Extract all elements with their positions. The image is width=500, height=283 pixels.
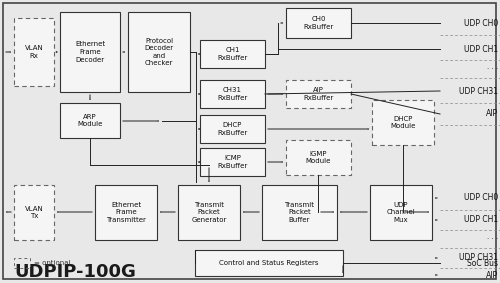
Text: AIP: AIP: [486, 110, 498, 119]
Text: ARP
Module: ARP Module: [78, 114, 102, 127]
Text: UDP CH0: UDP CH0: [464, 194, 498, 203]
Text: Transmit
Packet
Generator: Transmit Packet Generator: [192, 202, 226, 223]
Text: · · ·: · · ·: [487, 66, 498, 72]
Bar: [60, 103, 120, 138]
Text: Protocol
Decoder
and
Checker: Protocol Decoder and Checker: [144, 38, 174, 66]
Text: DHCP
Module: DHCP Module: [390, 116, 415, 129]
Text: UDP
Channel
Mux: UDP Channel Mux: [386, 202, 416, 223]
Bar: [195, 250, 343, 276]
Bar: [370, 185, 432, 240]
Bar: [286, 80, 351, 108]
Text: VLAN
Tx: VLAN Tx: [24, 206, 44, 219]
Text: SoC Bus: SoC Bus: [467, 258, 498, 267]
Bar: [200, 148, 265, 176]
Bar: [286, 8, 351, 38]
Bar: [200, 40, 265, 68]
Text: UDP CH31: UDP CH31: [459, 87, 498, 95]
Text: VLAN
Rx: VLAN Rx: [24, 45, 44, 59]
Bar: [128, 12, 190, 92]
Text: CH1
RxBuffer: CH1 RxBuffer: [218, 47, 248, 61]
Text: UDP CH1: UDP CH1: [464, 215, 498, 224]
Text: Ethernet
Frame
Decoder: Ethernet Frame Decoder: [75, 42, 105, 63]
Bar: [14, 18, 54, 86]
Text: ICMP
RxBuffer: ICMP RxBuffer: [218, 155, 248, 169]
Bar: [372, 100, 434, 145]
Text: = optional: = optional: [34, 260, 70, 266]
Text: IGMP
Module: IGMP Module: [306, 151, 331, 164]
Text: Ethernet
Frame
Transmitter: Ethernet Frame Transmitter: [106, 202, 146, 223]
Text: CH0
RxBuffer: CH0 RxBuffer: [304, 16, 334, 30]
Bar: [178, 185, 240, 240]
Bar: [286, 140, 351, 175]
Text: UDPIP-100G: UDPIP-100G: [14, 263, 136, 281]
Text: UDP CH31: UDP CH31: [459, 254, 498, 263]
Text: UDP CH0: UDP CH0: [464, 18, 498, 27]
Bar: [200, 80, 265, 108]
Text: DHCP
RxBuffer: DHCP RxBuffer: [218, 122, 248, 136]
Text: AIP
RxBuffer: AIP RxBuffer: [304, 87, 334, 101]
Text: Control and Status Registers: Control and Status Registers: [219, 260, 319, 266]
Bar: [14, 185, 54, 240]
Text: Transmit
Packet
Buffer: Transmit Packet Buffer: [284, 202, 314, 223]
Bar: [262, 185, 337, 240]
Bar: [95, 185, 157, 240]
Text: · · ·: · · ·: [487, 236, 498, 242]
Text: CH31
RxBuffer: CH31 RxBuffer: [218, 87, 248, 101]
Bar: [14, 258, 30, 268]
Text: AIP: AIP: [486, 271, 498, 280]
Bar: [200, 115, 265, 143]
Text: UDP CH1: UDP CH1: [464, 44, 498, 53]
Bar: [60, 12, 120, 92]
